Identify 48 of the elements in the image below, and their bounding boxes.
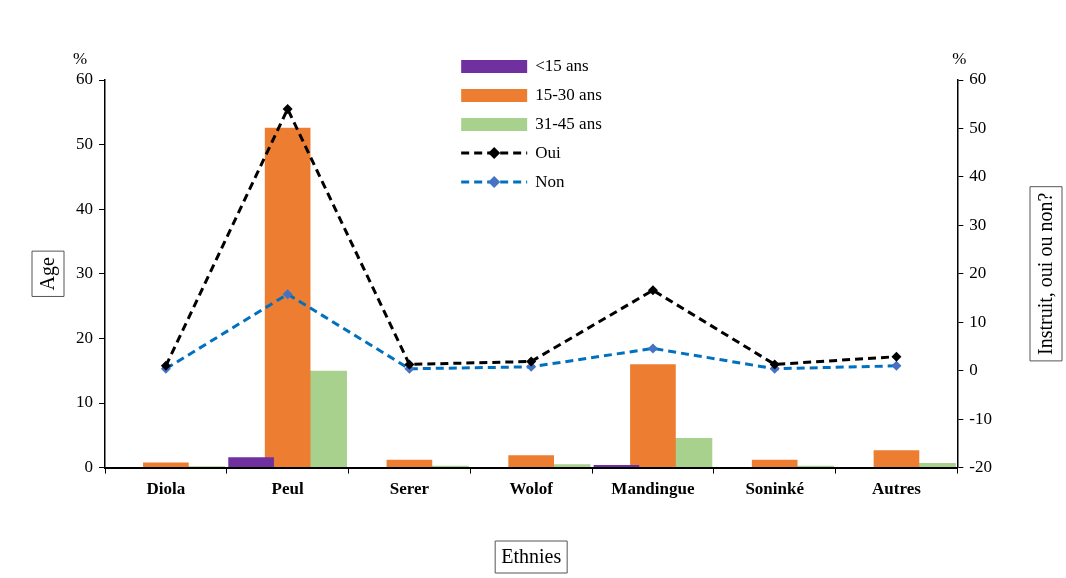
y-tick-label: 50 xyxy=(76,134,93,154)
legend-label: Oui xyxy=(535,143,561,163)
x-tick-label: Peul xyxy=(271,479,304,499)
y-tick-label: 60 xyxy=(76,69,93,89)
bar xyxy=(751,459,798,468)
point xyxy=(282,104,293,115)
y2-tick-label: 0 xyxy=(969,360,978,380)
x-tick-label: Serer xyxy=(389,479,430,499)
y2-tick-label: -10 xyxy=(969,408,993,428)
text: % xyxy=(72,48,88,68)
bar xyxy=(630,364,676,468)
text: % xyxy=(952,48,967,68)
y2-tick-label: 20 xyxy=(969,263,987,283)
x-tick-label: Soninké xyxy=(745,479,805,499)
bar xyxy=(228,457,274,468)
legend-label: Non xyxy=(535,172,565,192)
y2-tick-label: 40 xyxy=(969,166,987,186)
point xyxy=(769,359,780,370)
legend-label: 31-45 ans xyxy=(535,114,602,134)
y2-axis-title: Instruit, oui ou non? xyxy=(1034,192,1057,355)
legend-label: 15-30 ans xyxy=(535,85,602,105)
bar xyxy=(386,459,433,468)
y-tick-label: 40 xyxy=(76,198,93,218)
bar xyxy=(508,455,554,468)
bar xyxy=(264,127,311,468)
y2-tick-label: 60 xyxy=(969,69,987,89)
y-axis-title: Age xyxy=(36,257,60,291)
y2-tick-label: 10 xyxy=(969,311,987,331)
x-axis-title: Ethnies xyxy=(501,545,562,568)
y2-tick-label: -20 xyxy=(969,457,993,477)
y-tick-label: 30 xyxy=(76,263,93,283)
point xyxy=(526,356,537,367)
x-tick-label: Mandingue xyxy=(611,479,695,499)
y-tick-label: 10 xyxy=(76,392,93,412)
x-tick-label: Diola xyxy=(146,479,186,499)
bar xyxy=(143,462,189,468)
y2-tick-label: 50 xyxy=(969,117,987,137)
bar xyxy=(873,450,920,468)
y2-tick-label: 30 xyxy=(969,214,987,234)
x-tick-label: Autres xyxy=(872,479,922,499)
point xyxy=(647,285,658,296)
y-tick-label: 0 xyxy=(84,457,93,477)
point xyxy=(891,351,902,362)
x-tick-label: Wolof xyxy=(509,479,554,499)
point xyxy=(404,359,415,370)
bar xyxy=(593,465,640,468)
legend-label: <15 ans xyxy=(535,56,589,76)
y-tick-label: 20 xyxy=(76,327,93,347)
